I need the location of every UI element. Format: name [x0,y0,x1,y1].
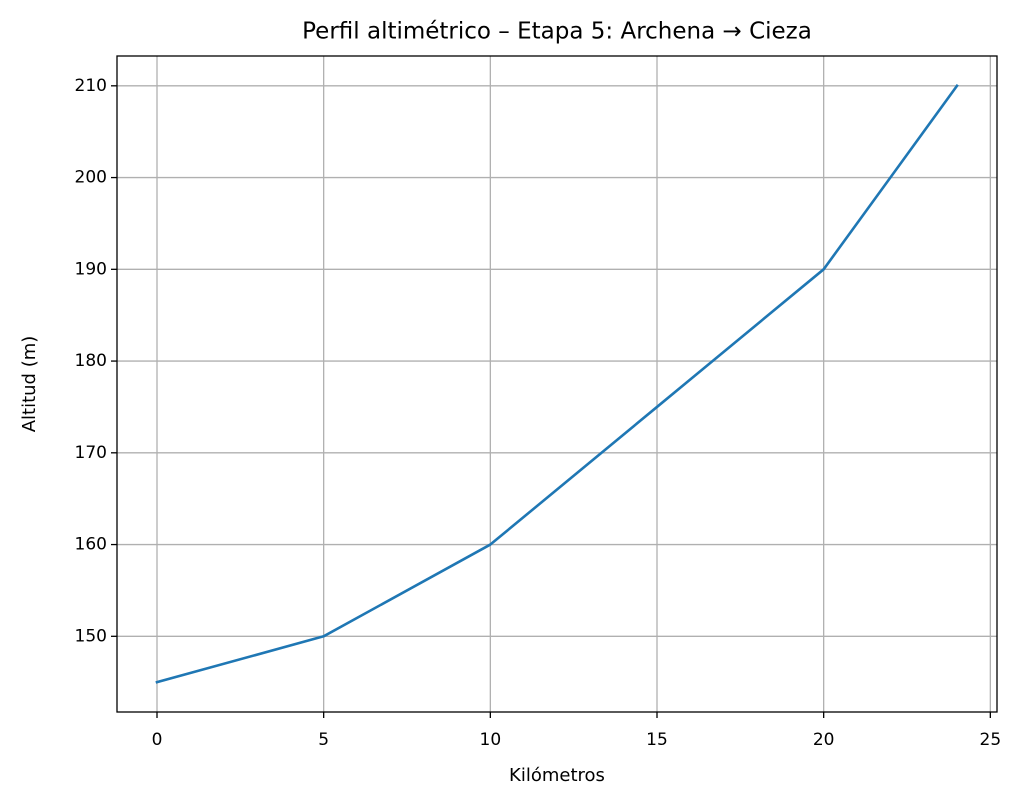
y-tick-label: 190 [75,259,107,279]
x-tick-label: 0 [152,730,163,750]
y-tick-label: 150 [75,626,107,646]
line [155,84,959,684]
y-axis-label: Altitud (m) [19,336,40,433]
x-tick-label: 25 [980,730,1002,750]
plot-frame [116,55,998,713]
y-tick-label: 170 [75,443,107,463]
x-tick-label: 5 [318,730,329,750]
y-tick-label: 200 [75,168,107,188]
x-axis-label: Kilómetros [509,765,605,786]
chart-title: Perfil altimétrico – Etapa 5: Archena → … [302,19,812,45]
x-tick-label: 20 [813,730,835,750]
x-tick-label: 15 [646,730,668,750]
y-tick-label: 160 [75,535,107,555]
x-tick-label: 10 [480,730,502,750]
y-tick-label: 180 [75,351,107,371]
y-tick-label: 210 [75,76,107,96]
